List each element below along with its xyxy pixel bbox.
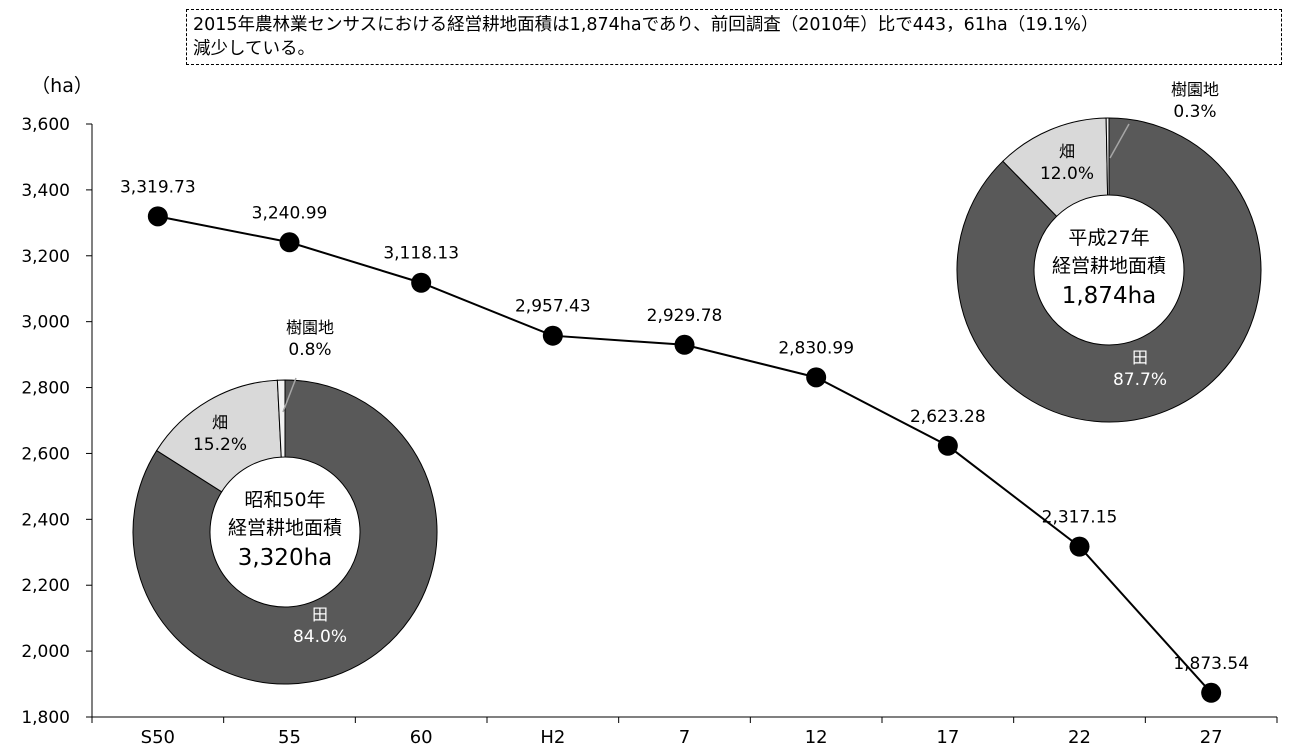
x-tick-label: H2 (540, 727, 565, 748)
data-label: 2,317.15 (1042, 508, 1118, 528)
axes (91, 124, 1277, 718)
data-label: 3,240.99 (252, 203, 328, 223)
data-point (1201, 682, 1222, 703)
donut-slice-name: 畑 (1059, 142, 1075, 161)
x-tick-label: S50 (141, 727, 175, 748)
donut-center-title: 経営耕地面積 (228, 517, 342, 539)
donut-slice-percent: 87.7% (1113, 370, 1167, 390)
data-label: 2,830.99 (778, 338, 854, 358)
donut-slice-name: 樹園地 (286, 318, 334, 337)
data-point (937, 435, 958, 456)
data-point (674, 334, 695, 355)
summary-note-box: 2015年農林業センサスにおける経営耕地面積は1,874haであり、前回調査（2… (186, 9, 1282, 65)
donut-slice (155, 379, 282, 493)
data-label: 3,118.13 (383, 244, 459, 264)
data-point (411, 272, 432, 293)
leader-line (1109, 123, 1130, 159)
x-tick-label: 7 (679, 727, 690, 748)
donut-slice (132, 379, 438, 685)
y-tick-label: 1,800 (21, 708, 70, 728)
data-point (147, 206, 168, 227)
y-tick-label: 2,400 (21, 510, 70, 530)
y-tick-label: 3,000 (21, 313, 70, 333)
x-tick-label: 55 (278, 727, 301, 748)
donut-center-year: 平成27年 (1068, 227, 1149, 249)
summary-note-line-2: 減少している。 (193, 39, 315, 59)
donut-slice-percent: 15.2% (193, 435, 247, 455)
y-tick-label: 2,200 (21, 576, 70, 596)
donut-slice-percent: 84.0% (293, 627, 347, 647)
donut-center-year: 昭和50年 (244, 489, 325, 511)
donut-center-title: 経営耕地面積 (1052, 255, 1166, 277)
donut-slice-percent: 0.8% (288, 340, 331, 360)
data-point (1069, 536, 1090, 557)
y-tick-label: 2,000 (21, 642, 70, 662)
donut-slice (276, 379, 286, 458)
y-tick-label: 2,800 (21, 379, 70, 399)
line-series: 3,319.73 3,240.99 3,118.13 2,957.43 2,929.78… (120, 177, 1249, 703)
x-tick-label: 27 (1200, 727, 1223, 748)
donut-slice-name: 畑 (212, 413, 228, 432)
x-tick-label: 22 (1068, 727, 1091, 748)
donut-slice-name: 田 (1132, 348, 1148, 367)
data-point (806, 367, 827, 388)
data-label: 2,957.43 (515, 297, 591, 317)
summary-note-line-1: 2015年農林業センサスにおける経営耕地面積は1,874haであり、前回調査（2… (193, 15, 1099, 35)
y-tick-label: 3,400 (21, 181, 70, 201)
data-label: 2,929.78 (647, 306, 723, 326)
y-tick-label: 2,600 (21, 444, 70, 464)
x-axis-ticks: S50 55 60 H2 7 12 17 22 27 (91, 717, 1278, 748)
data-label: 1,873.54 (1173, 654, 1249, 674)
data-label: 3,319.73 (120, 177, 196, 197)
y-tick-label: 3,600 (21, 115, 70, 135)
donut-center-total: 1,874ha (1062, 283, 1157, 309)
donut-slice (956, 117, 1262, 423)
x-tick-label: 17 (936, 727, 959, 748)
y-axis-ticks: 1,800 2,000 2,200 2,400 2,600 2,800 3,000 3,200… (21, 115, 92, 728)
donut-slice-percent: 0.3% (1173, 102, 1216, 122)
donut-slice-percent: 12.0% (1040, 164, 1094, 184)
donut-slice (1105, 117, 1110, 196)
donut-slice-name: 樹園地 (1171, 80, 1219, 99)
leader-line (282, 377, 297, 413)
data-point (279, 232, 300, 253)
data-point (542, 325, 563, 346)
donut-slice-name: 田 (312, 605, 328, 624)
x-tick-label: 12 (805, 727, 828, 748)
data-label: 2,623.28 (910, 407, 986, 427)
x-tick-label: 60 (410, 727, 433, 748)
donut-center-total: 3,320ha (238, 545, 333, 571)
y-tick-label: 3,200 (21, 247, 70, 267)
y-unit-label: （ha） (31, 75, 93, 97)
